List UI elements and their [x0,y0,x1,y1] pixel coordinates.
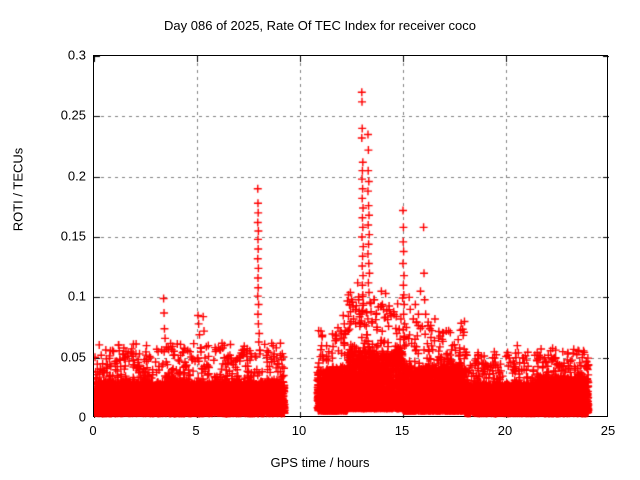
y-tick-label: 0.15 [60,228,86,244]
x-tick-label: 20 [497,423,513,438]
x-tick-label: 5 [192,423,200,438]
x-tick-label: 15 [394,423,410,438]
y-tick-label: 0.2 [67,168,86,184]
y-tick-label: 0.05 [60,349,86,365]
y-axis-title: ROTI / TECUs [10,147,26,232]
x-tick-label: 0 [89,423,97,438]
page-title: Day 086 of 2025, Rate Of TEC Index for r… [164,18,476,33]
x-tick-label: 25 [600,423,616,438]
x-tick-label: 10 [291,423,307,438]
y-tick-label: 0.1 [67,288,86,304]
x-axis-title: GPS time / hours [270,455,370,470]
y-tick-label: 0.25 [60,107,86,123]
y-tick-label: 0.3 [67,47,86,63]
scatter-plot-canvas [94,56,609,418]
y-tick-label: 0 [78,409,86,425]
plot-area [93,55,609,418]
